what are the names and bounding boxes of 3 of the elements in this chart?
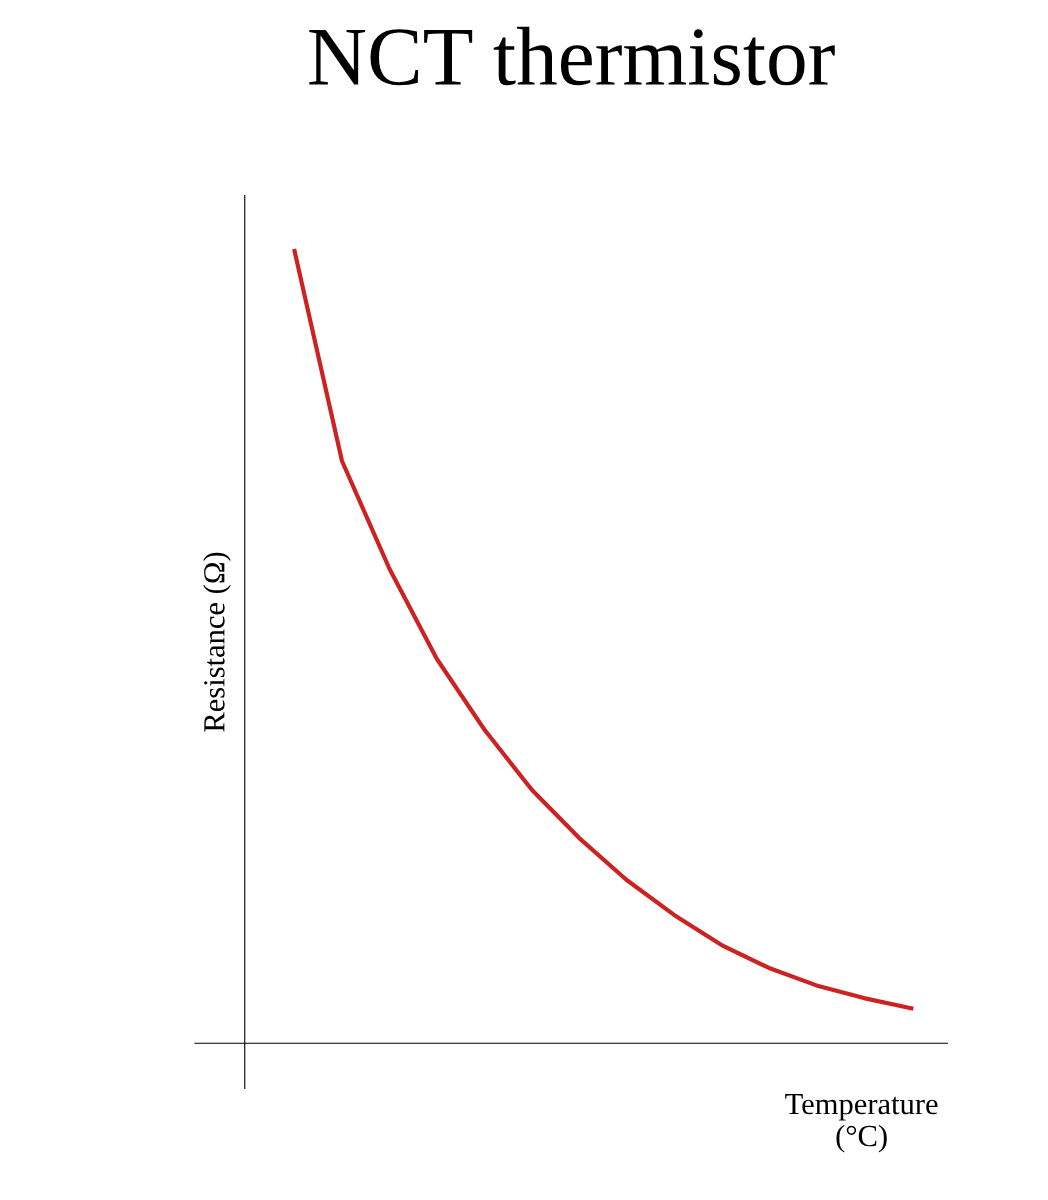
chart-title: NCT thermistor: [309, 26, 835, 86]
x-axis-title: Temperature (°C): [785, 1094, 938, 1153]
y-axis-title: Resistance (Ω): [203, 552, 231, 732]
